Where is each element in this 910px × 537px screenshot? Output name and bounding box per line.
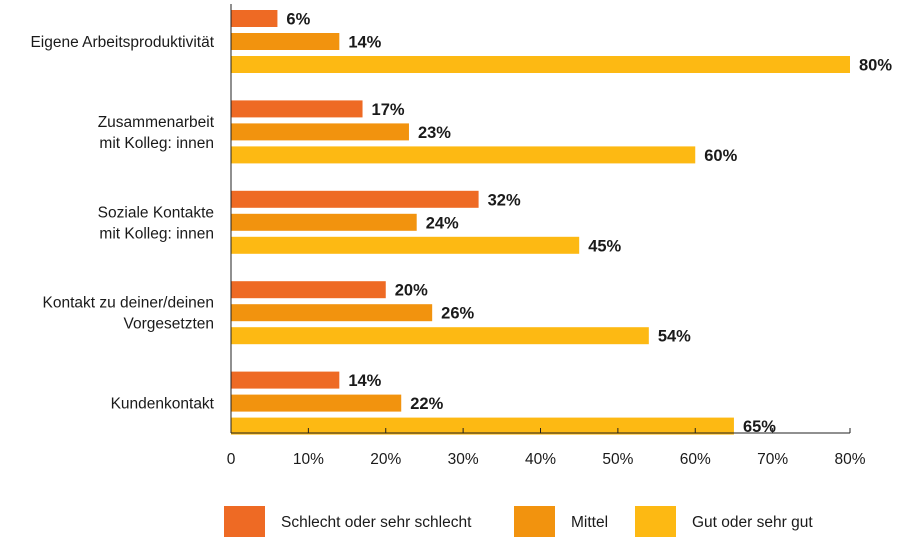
- category-label: Vorgesetzten: [124, 316, 214, 333]
- legend-label: Mittel: [571, 514, 608, 531]
- data-label: 6%: [286, 11, 310, 29]
- data-label: 22%: [410, 395, 443, 413]
- x-axis: 0 10% 20% 30% 40% 50% 60% 70% 80%: [227, 4, 866, 468]
- bar: [231, 281, 386, 299]
- x-tick-label: 40%: [525, 451, 556, 468]
- x-tick-label: 80%: [834, 451, 865, 468]
- category-labels-layer: Eigene Arbeitsproduktivität Zusammenarbei…: [30, 34, 214, 413]
- category-label: Kontakt zu deiner/deinen: [43, 295, 214, 312]
- category-label: Eigene Arbeitsproduktivität: [30, 34, 214, 51]
- data-label: 14%: [348, 372, 381, 390]
- bar: [231, 236, 580, 254]
- bar: [231, 417, 734, 435]
- category-label: Soziale Kontakte: [98, 204, 214, 221]
- x-tick-label: 50%: [602, 451, 633, 468]
- bar: [231, 56, 850, 73]
- bar: [231, 371, 340, 389]
- data-labels-layer: 6% 14% 80% 17% 23% 60% 32% 24% 45% 20% 26% 54% 14% 22…: [286, 11, 892, 437]
- category-label: Kundenkontakt: [111, 396, 215, 413]
- data-label: 26%: [441, 305, 474, 323]
- x-tick-label: 70%: [757, 451, 788, 468]
- data-label: 32%: [488, 191, 521, 209]
- bar: [231, 394, 402, 412]
- data-label: 23%: [418, 124, 451, 142]
- bar: [231, 190, 479, 208]
- data-label: 65%: [743, 418, 776, 436]
- x-tick-label: 10%: [293, 451, 324, 468]
- bar: [231, 146, 696, 164]
- data-label: 14%: [348, 34, 381, 52]
- x-tick-label: 30%: [448, 451, 479, 468]
- bar: [231, 304, 433, 322]
- x-tick-label: 20%: [370, 451, 401, 468]
- data-label: 45%: [588, 237, 621, 255]
- bar: [231, 100, 363, 118]
- legend-swatch: [635, 506, 676, 537]
- category-label: Zusammenarbeit: [98, 114, 215, 131]
- legend-swatch: [514, 506, 555, 537]
- x-tick-label: 0: [227, 451, 236, 468]
- legend-swatch: [224, 506, 265, 537]
- bar: [231, 123, 409, 141]
- category-label: mit Kolleg: innen: [99, 225, 214, 242]
- data-label: 60%: [704, 147, 737, 165]
- data-label: 54%: [658, 328, 691, 346]
- bar: [231, 213, 417, 231]
- data-label: 24%: [426, 214, 459, 232]
- legend-label: Gut oder sehr gut: [692, 514, 813, 531]
- data-label: 20%: [395, 282, 428, 300]
- bar: [231, 327, 649, 345]
- x-tick-label: 60%: [680, 451, 711, 468]
- bar: [231, 10, 278, 27]
- bars-layer: [231, 10, 850, 435]
- legend-label: Schlecht oder sehr schlecht: [281, 514, 472, 531]
- data-label: 17%: [372, 101, 405, 119]
- data-label: 80%: [859, 57, 892, 75]
- legend: Schlecht oder sehr schlecht Mittel Gut ode…: [224, 506, 813, 537]
- category-label: mit Kolleg: innen: [99, 135, 214, 152]
- bar: [231, 33, 340, 50]
